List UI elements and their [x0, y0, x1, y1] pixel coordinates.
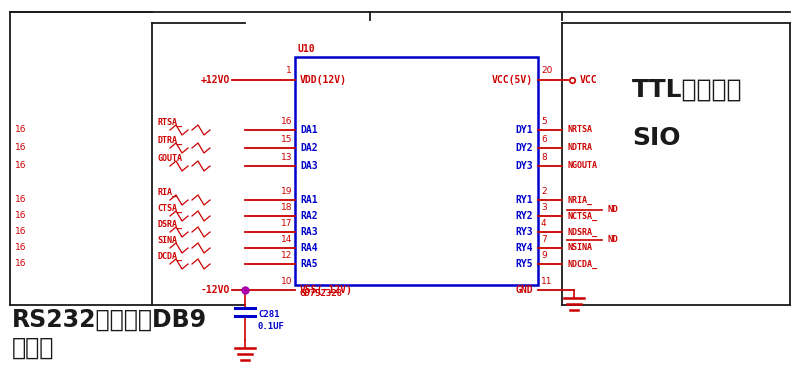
Text: ND: ND: [607, 235, 618, 245]
Text: DCDA_: DCDA_: [157, 252, 182, 261]
Text: 4: 4: [541, 219, 546, 228]
Text: 16: 16: [15, 196, 26, 204]
Text: 0.1UF: 0.1UF: [258, 322, 285, 331]
Text: SIO: SIO: [632, 126, 681, 150]
Text: ND: ND: [607, 206, 618, 214]
Text: RY1: RY1: [515, 195, 533, 205]
Text: 16: 16: [281, 117, 292, 126]
Text: RY5: RY5: [515, 259, 533, 269]
Text: 18: 18: [281, 203, 292, 212]
Text: 14: 14: [281, 235, 292, 244]
Text: DA2: DA2: [300, 143, 318, 153]
Text: DA1: DA1: [300, 125, 318, 135]
Text: NDCDA_: NDCDA_: [567, 259, 597, 269]
Text: 12: 12: [281, 251, 292, 260]
Text: NRIA_: NRIA_: [567, 196, 592, 204]
Text: 15: 15: [281, 135, 292, 144]
Text: 8: 8: [541, 153, 546, 162]
Text: 19: 19: [281, 187, 292, 196]
Text: RA2: RA2: [300, 211, 318, 221]
Text: 16: 16: [15, 211, 26, 221]
Text: NCTSA_: NCTSA_: [567, 211, 597, 221]
Text: 1: 1: [286, 66, 292, 75]
Text: 6: 6: [541, 135, 546, 144]
Text: VCC: VCC: [580, 75, 598, 85]
Text: 5: 5: [541, 117, 546, 126]
Text: 连接器: 连接器: [12, 336, 54, 360]
Text: 9: 9: [541, 251, 546, 260]
Text: U10: U10: [297, 44, 314, 54]
Text: NSINA: NSINA: [567, 244, 592, 252]
Text: DSRA_: DSRA_: [157, 220, 182, 229]
Text: RA1: RA1: [300, 195, 318, 205]
Text: NRTSA: NRTSA: [567, 125, 592, 134]
Text: 16: 16: [15, 144, 26, 152]
Text: RY3: RY3: [515, 227, 533, 237]
Text: DY2: DY2: [515, 143, 533, 153]
Text: 13: 13: [281, 153, 292, 162]
Text: 16: 16: [15, 162, 26, 170]
Text: GND: GND: [515, 285, 533, 295]
Text: RIA_: RIA_: [157, 188, 177, 197]
Text: 16: 16: [15, 228, 26, 237]
Text: RTSA_: RTSA_: [157, 118, 182, 127]
Text: DY3: DY3: [515, 161, 533, 171]
Text: CTSA_: CTSA_: [157, 204, 182, 213]
Text: -12VO: -12VO: [201, 285, 230, 295]
Text: 20: 20: [541, 66, 552, 75]
Text: SINA: SINA: [157, 236, 177, 245]
Text: 17: 17: [281, 219, 292, 228]
Text: 3: 3: [541, 203, 546, 212]
Text: +12VO: +12VO: [201, 75, 230, 85]
Text: GOUTA: GOUTA: [157, 154, 182, 163]
Text: 11: 11: [541, 277, 553, 286]
Text: C281: C281: [258, 310, 279, 319]
Text: NGOUTA: NGOUTA: [567, 162, 597, 170]
Text: RY2: RY2: [515, 211, 533, 221]
Text: RA3: RA3: [300, 227, 318, 237]
Text: 16: 16: [15, 244, 26, 252]
Text: VDD(12V): VDD(12V): [300, 75, 347, 85]
Text: DTRA_: DTRA_: [157, 136, 182, 145]
Text: RA4: RA4: [300, 243, 318, 253]
Text: 10: 10: [281, 277, 292, 286]
Text: NDSRA_: NDSRA_: [567, 227, 597, 237]
Text: VSS(-12V): VSS(-12V): [300, 285, 353, 295]
Bar: [295, 57, 538, 285]
Text: RS232信号，接DB9: RS232信号，接DB9: [12, 308, 207, 332]
Text: 2: 2: [541, 187, 546, 196]
Text: 16: 16: [15, 259, 26, 269]
Text: 16: 16: [15, 125, 26, 134]
Text: RA5: RA5: [300, 259, 318, 269]
Text: VCC(5V): VCC(5V): [492, 75, 533, 85]
Text: GD752328: GD752328: [299, 289, 342, 298]
Text: DA3: DA3: [300, 161, 318, 171]
Text: 7: 7: [541, 235, 546, 244]
Text: DY1: DY1: [515, 125, 533, 135]
Text: TTL信号，接: TTL信号，接: [632, 78, 742, 102]
Text: NDTRA: NDTRA: [567, 144, 592, 152]
Text: RY4: RY4: [515, 243, 533, 253]
